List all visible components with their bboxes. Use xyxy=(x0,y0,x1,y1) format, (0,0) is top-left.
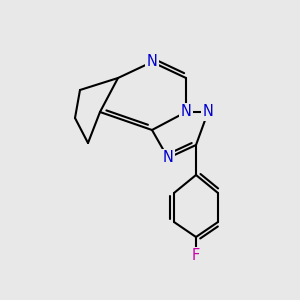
Text: N: N xyxy=(181,104,191,119)
Text: N: N xyxy=(202,104,213,119)
Text: N: N xyxy=(163,151,173,166)
Text: N: N xyxy=(147,55,158,70)
Text: F: F xyxy=(192,248,200,263)
